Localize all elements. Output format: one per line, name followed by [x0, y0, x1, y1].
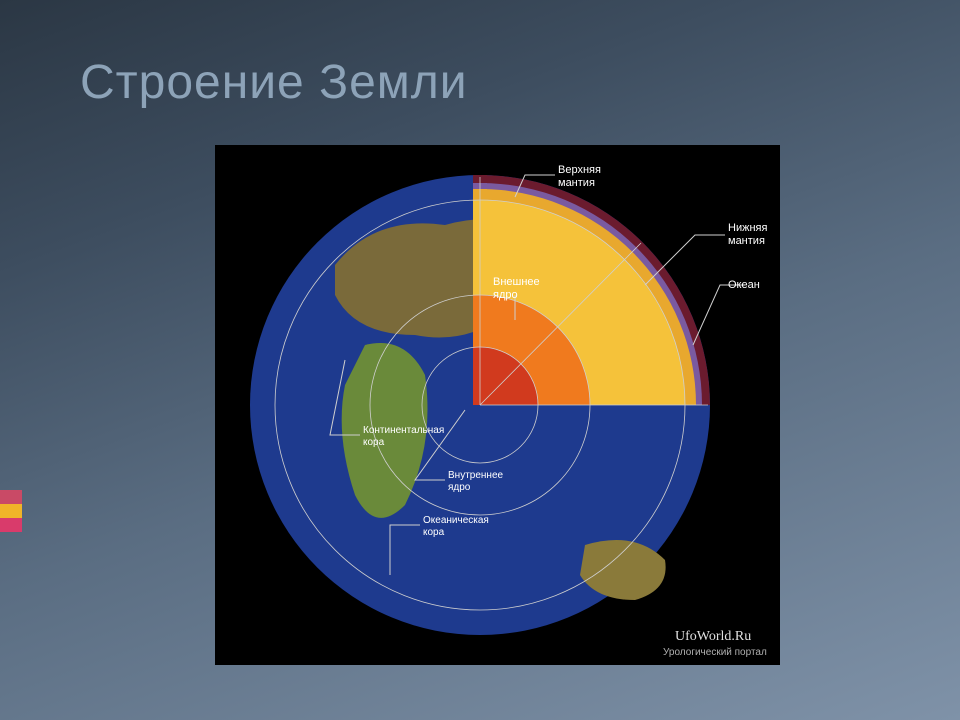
label-lower-mantle-2: мантия [728, 235, 765, 247]
label-outer-core-2: ядро [493, 289, 518, 301]
label-upper-mantle-2: мантия [558, 177, 595, 189]
label-inner-core-2: ядро [448, 482, 471, 493]
earth-svg: Верхняя мантия Нижняя мантия Океан Внешн… [215, 145, 780, 665]
page-title: Строение Земли [80, 55, 468, 110]
watermark-sub: Урологический портал [663, 647, 767, 658]
label-upper-mantle-1: Верхняя [558, 164, 601, 176]
accent-bar-2 [0, 504, 22, 518]
label-oceanic-crust-2: кора [423, 527, 445, 538]
accent-bar-3 [0, 518, 22, 532]
accent-bar-1 [0, 490, 22, 504]
label-inner-core-1: Внутреннее [448, 470, 504, 481]
label-ocean: Океан [728, 279, 760, 291]
label-continental-crust-2: кора [363, 437, 385, 448]
label-lower-mantle-1: Нижняя [728, 222, 767, 234]
label-outer-core-1: Внешнее [493, 276, 540, 288]
label-oceanic-crust-1: Океаническая [423, 515, 489, 526]
accent-bars [0, 490, 22, 532]
label-continental-crust-1: Континентальная [363, 425, 444, 436]
watermark-main: UfoWorld.Ru [675, 629, 751, 644]
earth-structure-diagram: Верхняя мантия Нижняя мантия Океан Внешн… [215, 145, 780, 665]
